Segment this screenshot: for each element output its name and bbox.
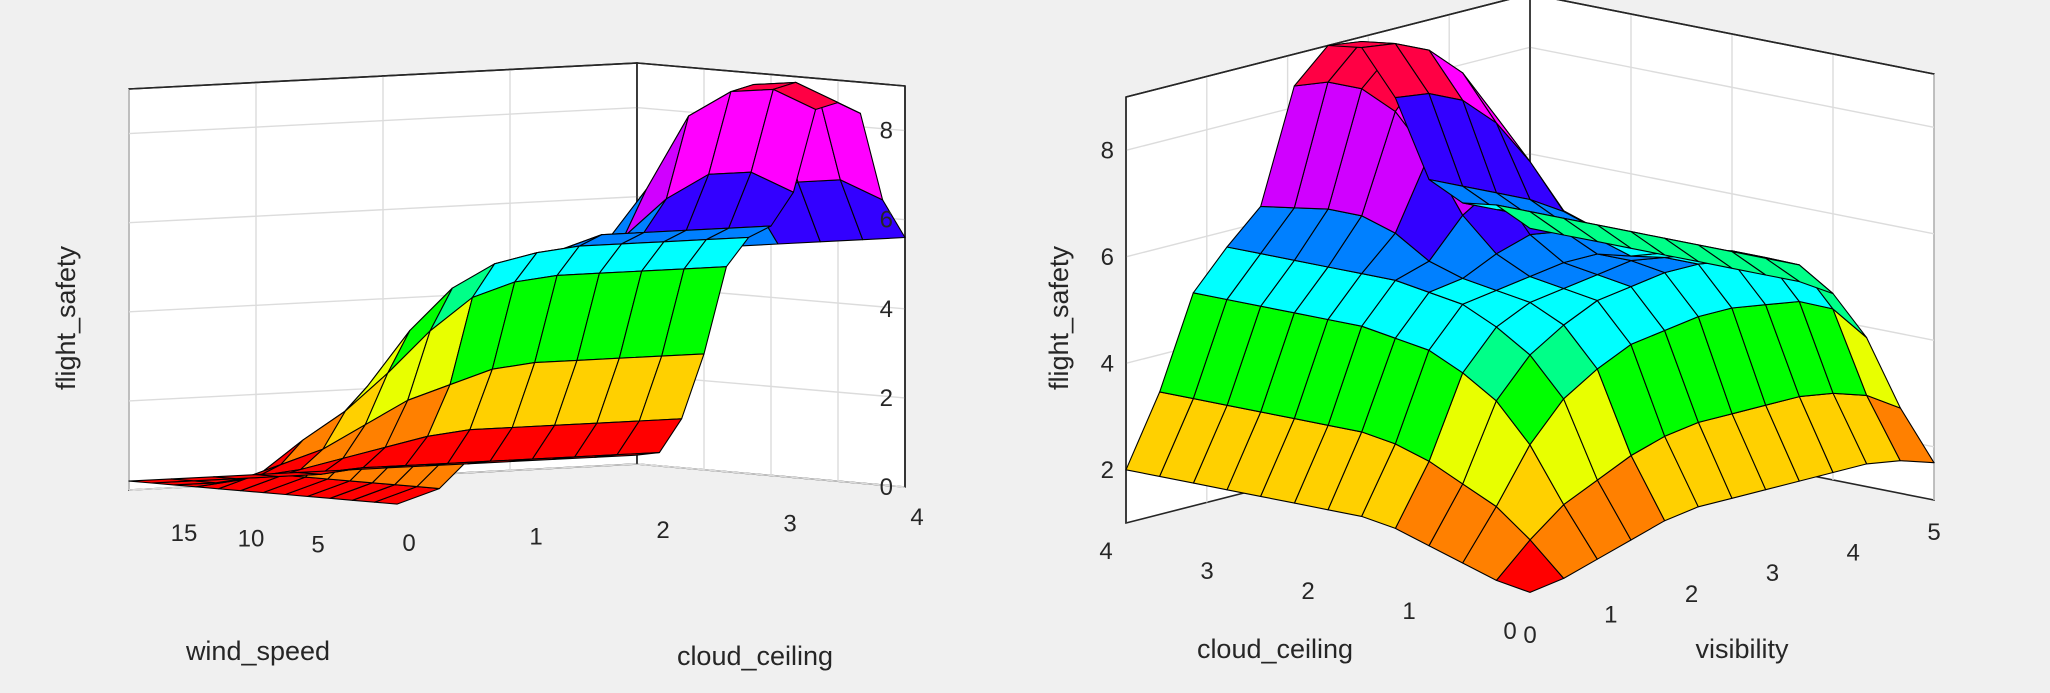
surface-chart-wind-speed-cloud-ceiling: 0 2 4 6 8 5 10 15 0 1 2 3 4 flight_safety wind_speed… [51,62,924,671]
box-top-edge [1125,0,1935,98]
surface-face [594,452,660,458]
z-tick-label: 4 [880,296,893,323]
y-tick-label: 4 [910,504,923,531]
tick-labels: 0 2 4 6 8 5 10 15 0 1 2 3 4 [171,118,924,559]
z-tick-label: 6 [1101,244,1114,271]
surface-mesh [1125,40,1935,593]
y-axis-label: cloud_ceiling [677,641,833,671]
y-tick-label: 4 [1099,538,1112,565]
surface-mesh [128,81,906,505]
y-tick-label: 3 [1200,558,1213,585]
z-tick-label: 2 [880,385,893,412]
z-tick-label: 8 [880,118,893,145]
surface-chart-visibility-cloud-ceiling: 2 4 6 8 0 1 2 3 4 5 0 1 2 3 4 flight_safety cloud_ceil… [1044,0,1941,664]
z-tick-label: 4 [1101,350,1114,377]
x-tick-label: 2 [1685,581,1698,608]
y-tick-label: 0 [402,530,415,557]
z-tick-label: 2 [1101,457,1114,484]
y-tick-label: 2 [1301,578,1314,605]
z-axis-label: flight_safety [51,245,81,390]
z-tick-label: 0 [880,474,893,501]
y-axis-label: cloud_ceiling [1197,634,1353,664]
y-tick-label: 3 [783,511,796,538]
x-tick-label: 3 [1766,560,1779,587]
y-tick-label: 0 [1503,618,1516,645]
x-tick-label: 5 [1927,519,1940,546]
x-tick-label: 10 [238,526,265,553]
x-axis-label: wind_speed [185,636,330,666]
surface-face [1495,204,1565,236]
y-tick-label: 1 [529,524,542,551]
x-tick-label: 1 [1604,601,1617,628]
x-tick-label: 5 [311,531,324,558]
y-tick-label: 2 [656,517,669,544]
x-axis-label: visibility [1695,634,1789,664]
y-tick-label: 1 [1402,598,1415,625]
tick-labels: 2 4 6 8 0 1 2 3 4 5 0 1 2 3 4 [1099,137,1940,649]
x-tick-label: 0 [1523,622,1536,649]
x-tick-label: 15 [171,520,198,547]
z-tick-label: 6 [880,207,893,234]
z-tick-label: 8 [1101,137,1114,164]
x-tick-label: 4 [1847,540,1860,567]
z-axis-label: flight_safety [1044,245,1074,390]
